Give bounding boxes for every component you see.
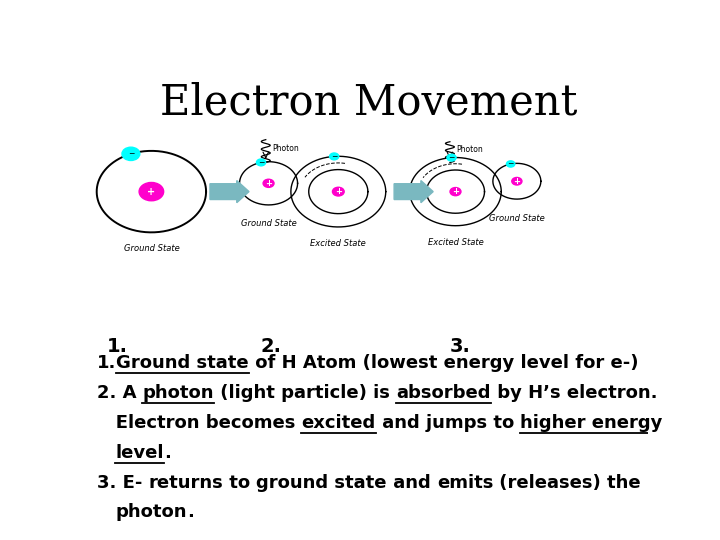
FancyArrow shape <box>394 180 433 202</box>
Text: −: − <box>449 153 455 162</box>
Circle shape <box>122 147 140 160</box>
Text: Excited State: Excited State <box>310 239 366 248</box>
Text: Excited State: Excited State <box>428 238 483 247</box>
Circle shape <box>450 187 461 195</box>
Text: absorbed: absorbed <box>396 384 490 402</box>
Text: (light particle) is: (light particle) is <box>214 384 396 402</box>
Text: 2.: 2. <box>260 337 282 356</box>
Circle shape <box>506 161 515 167</box>
Text: +: + <box>452 187 459 196</box>
Circle shape <box>256 159 266 166</box>
Text: higher energy: higher energy <box>520 414 662 431</box>
Text: −: − <box>508 159 514 168</box>
Text: −: − <box>258 158 264 167</box>
FancyArrow shape <box>210 180 249 202</box>
Text: 3.: 3. <box>450 337 471 356</box>
Text: emits: emits <box>437 474 493 491</box>
Text: returns: returns <box>148 474 223 491</box>
Text: 1.: 1. <box>96 354 116 372</box>
Circle shape <box>263 179 274 187</box>
Text: Electron becomes: Electron becomes <box>96 414 302 431</box>
Circle shape <box>333 187 344 196</box>
Text: Photon: Photon <box>456 145 483 154</box>
Text: +: + <box>265 179 272 188</box>
Text: excited: excited <box>302 414 376 431</box>
Circle shape <box>139 183 163 201</box>
Text: 2. A: 2. A <box>96 384 143 402</box>
Text: and jumps to: and jumps to <box>376 414 520 431</box>
Text: .: . <box>187 503 194 522</box>
Text: +: + <box>148 187 156 197</box>
Circle shape <box>512 178 522 185</box>
Text: −: − <box>127 150 134 158</box>
Text: Ground State: Ground State <box>489 214 545 222</box>
Text: and: and <box>387 474 437 491</box>
Text: Ground State: Ground State <box>240 219 297 228</box>
Text: level: level <box>115 443 164 462</box>
Text: by H’s electron.: by H’s electron. <box>490 384 657 402</box>
Text: (releases) the: (releases) the <box>493 474 641 491</box>
Circle shape <box>447 154 456 161</box>
Text: of H Atom (lowest energy level for e-): of H Atom (lowest energy level for e-) <box>248 354 638 372</box>
Text: Ground State: Ground State <box>124 244 179 253</box>
Text: 1.: 1. <box>107 337 127 356</box>
Text: 3. E-: 3. E- <box>96 474 148 491</box>
Text: −: − <box>331 152 338 161</box>
Text: .: . <box>164 443 171 462</box>
Text: photon: photon <box>115 503 187 522</box>
Text: ground state: ground state <box>256 474 387 491</box>
Text: Photon: Photon <box>272 144 300 153</box>
Text: to: to <box>223 474 256 491</box>
Text: Electron Movement: Electron Movement <box>161 82 577 124</box>
Text: +: + <box>513 177 521 186</box>
Text: +: + <box>335 187 342 196</box>
Text: Ground state: Ground state <box>116 354 248 372</box>
Circle shape <box>330 153 339 160</box>
Text: photon: photon <box>143 384 214 402</box>
